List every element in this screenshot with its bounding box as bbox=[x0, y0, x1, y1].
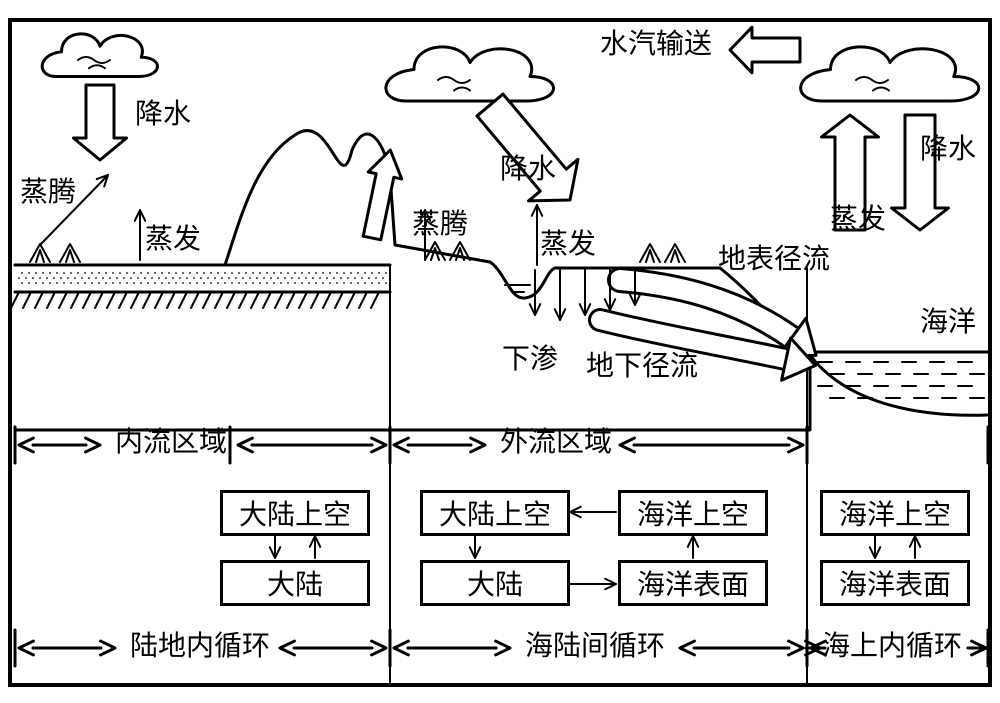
label-evap_land2: 蒸发 bbox=[540, 230, 596, 259]
box-c1_top: 大陆上空 bbox=[220, 490, 370, 536]
box-c2_br: 海洋表面 bbox=[618, 560, 768, 606]
label-precip_1: 降水 bbox=[135, 100, 191, 129]
label-transport_top: 水汽输送 bbox=[600, 30, 712, 59]
label-evap_land1: 蒸发 bbox=[145, 225, 201, 254]
box-c3_bot: 海洋表面 bbox=[820, 560, 970, 606]
box-c1_bot: 大陆 bbox=[220, 560, 370, 606]
cycle-label-3: 海上内循环 bbox=[822, 632, 962, 661]
cycle-label-1: 陆地内循环 bbox=[130, 632, 270, 661]
label-transp_1: 蒸腾 bbox=[20, 178, 76, 207]
region-inner: 内流区域 bbox=[115, 428, 227, 457]
label-surface_runoff: 地表径流 bbox=[718, 245, 830, 274]
region-outer: 外流区域 bbox=[500, 428, 612, 457]
box-c2_bl: 大陆 bbox=[420, 560, 570, 606]
cycle-label-2: 海陆间循环 bbox=[525, 632, 665, 661]
box-c2_tl: 大陆上空 bbox=[420, 490, 570, 536]
box-c3_top: 海洋上空 bbox=[820, 490, 970, 536]
label-evap_sea: 蒸发 bbox=[830, 205, 886, 234]
label-ground_runoff: 地下径流 bbox=[586, 352, 698, 381]
label-infiltration: 下渗 bbox=[502, 345, 558, 374]
label-precip_2: 降水 bbox=[500, 155, 556, 184]
label-precip_3: 降水 bbox=[920, 135, 976, 164]
label-transp_2: 蒸腾 bbox=[412, 210, 468, 239]
label-ocean: 海洋 bbox=[920, 308, 976, 337]
box-c2_tr: 海洋上空 bbox=[618, 490, 768, 536]
